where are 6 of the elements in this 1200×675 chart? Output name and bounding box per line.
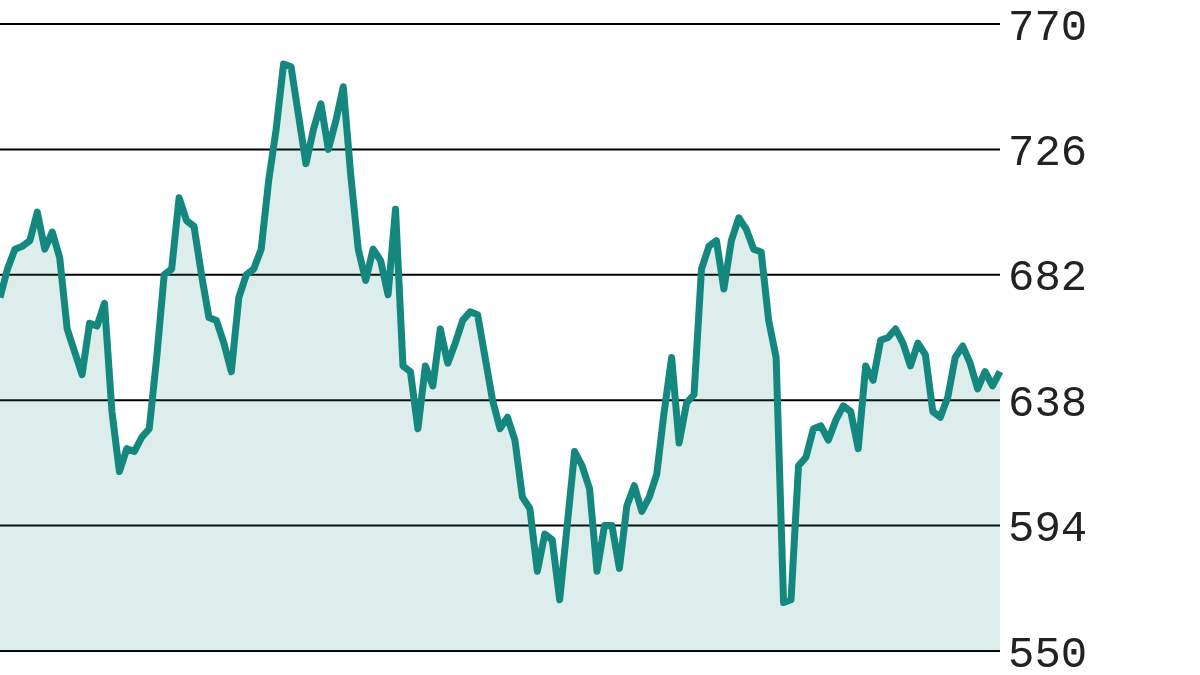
y-tick-label: 770 <box>1008 2 1088 53</box>
y-tick-label: 638 <box>1008 378 1088 429</box>
y-tick-label: 682 <box>1008 253 1088 304</box>
y-tick-label: 726 <box>1008 128 1088 179</box>
y-tick-label: 550 <box>1008 629 1088 675</box>
y-tick-label: 594 <box>1008 504 1088 555</box>
